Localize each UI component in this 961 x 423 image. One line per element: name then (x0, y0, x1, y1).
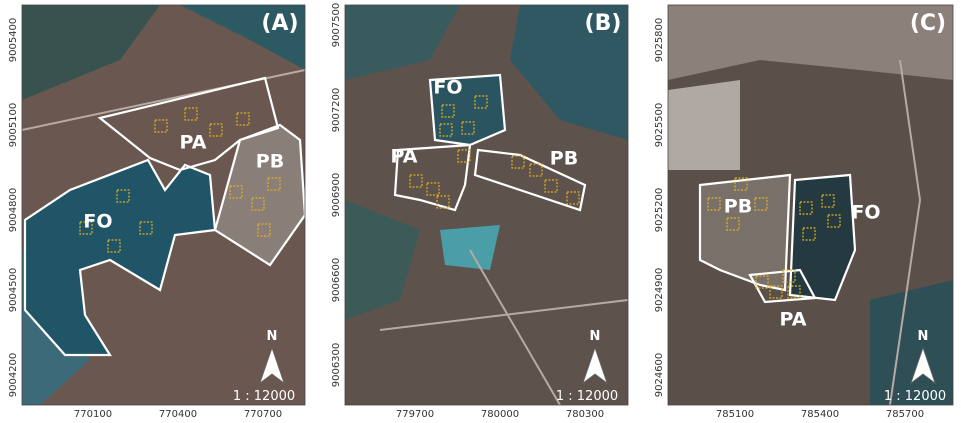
region-label: FO (851, 202, 880, 224)
region-label: PA (780, 309, 807, 331)
y-coordinate: 9025800 (654, 18, 665, 63)
figure: (A) PA PB FO 770100 770400 770700 9005400 900510… (0, 0, 961, 423)
x-coordinate: 770400 (159, 409, 197, 420)
panel-label: (C) (910, 11, 946, 36)
region-label: PB (256, 151, 284, 173)
y-coordinate: 9006900 (331, 173, 342, 218)
region-label: PB (724, 196, 752, 218)
x-coordinate: 785700 (886, 409, 924, 420)
x-coordinate: 779700 (396, 409, 434, 420)
region-label: PB (550, 148, 578, 170)
panel-label: (A) (261, 11, 298, 36)
y-coordinate: 9004800 (8, 188, 19, 233)
x-coordinate: 770700 (244, 409, 282, 420)
y-coordinate: 9005100 (8, 103, 19, 148)
scale-label: 1 : 12000 (233, 389, 295, 404)
y-coordinate: 9005400 (8, 18, 19, 63)
x-coordinate: 780300 (566, 409, 604, 420)
y-coordinate: 9007500 (331, 3, 342, 48)
y-coordinate: 9024600 (654, 353, 665, 398)
y-coordinate: 9006300 (331, 343, 342, 388)
y-coordinate: 9024900 (654, 268, 665, 313)
scale-label: 1 : 12000 (556, 389, 618, 404)
panel-label: (B) (585, 11, 622, 36)
x-coordinate: 780000 (481, 409, 519, 420)
y-coordinate: 9004500 (8, 268, 19, 313)
north-label: N (590, 329, 601, 344)
panel-b-image (345, 5, 628, 405)
x-coordinate: 785400 (801, 409, 839, 420)
region-label: PA (391, 146, 418, 168)
y-coordinate: 9025500 (654, 103, 665, 148)
region-label: FO (433, 77, 462, 99)
region-label: PA (180, 132, 207, 154)
north-label: N (267, 329, 278, 344)
north-label: N (918, 329, 929, 344)
x-coordinate: 770100 (74, 409, 112, 420)
region-label: FO (83, 211, 112, 233)
y-coordinate: 9006600 (331, 258, 342, 303)
y-coordinate: 9007200 (331, 88, 342, 133)
x-coordinate: 785100 (716, 409, 754, 420)
scale-label: 1 : 12000 (884, 389, 946, 404)
y-coordinate: 9004200 (8, 353, 19, 398)
panel-c-image (668, 5, 953, 405)
y-coordinate: 9025200 (654, 188, 665, 233)
panel-a-image (22, 5, 305, 405)
